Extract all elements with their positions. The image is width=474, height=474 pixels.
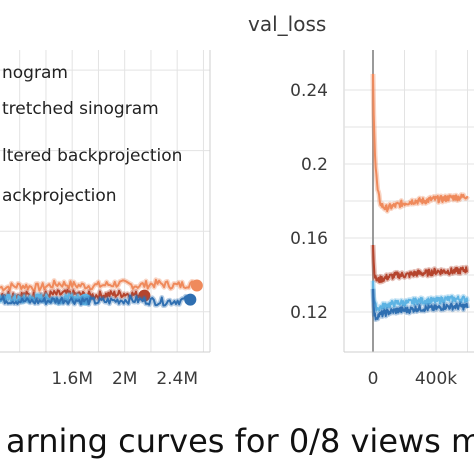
- right-y-ticks: 0.12 0.16 0.2 0.24: [290, 81, 328, 323]
- left-x-ticks: 1.6M 2M 2.4M: [51, 369, 198, 389]
- left-legend: nogram tretched sinogram ltered backproj…: [2, 63, 182, 206]
- right-chart-title: val_loss: [248, 12, 326, 36]
- left-x-tick-label: 2.4M: [156, 369, 198, 389]
- left-x-tick-label: 2M: [112, 369, 137, 389]
- right-x-ticks: 0 400k: [368, 369, 458, 389]
- right-y-tick-label: 0.12: [290, 303, 328, 323]
- left-series-group: [0, 277, 203, 308]
- left-grid: [0, 50, 211, 353]
- series-end-marker-backprojection: [184, 293, 197, 306]
- series-line-stretched: [372, 244, 469, 284]
- left-chart: 1.6M 2M 2.4M nogram tretched sinogram lter…: [0, 50, 211, 389]
- series-band-sinogram: [370, 73, 470, 214]
- series-line-backprojection: [372, 288, 469, 321]
- legend-entry-stretched-sinogram: tretched sinogram: [2, 99, 159, 119]
- series-end-marker-sinogram: [190, 279, 203, 292]
- series-line-sinogram: [0, 278, 198, 292]
- right-y-tick-label: 0.16: [290, 229, 328, 249]
- left-x-tick-label: 1.6M: [51, 369, 93, 389]
- series-line-backprojection: [0, 294, 192, 307]
- series-line-sinogram: [372, 73, 469, 213]
- right-x-tick-label: 400k: [415, 369, 457, 389]
- legend-entry-sinogram: nogram: [2, 63, 68, 83]
- right-y-tick-label: 0.24: [290, 81, 328, 101]
- right-series-group: [370, 73, 470, 322]
- legend-entry-filtered-backprojection: ltered backprojection: [2, 146, 182, 166]
- figure-caption: arning curves for 0/8 views m: [6, 422, 474, 460]
- series-line-filtered: [372, 280, 469, 312]
- right-y-tick-label: 0.2: [301, 155, 328, 175]
- right-x-tick-label: 0: [368, 369, 379, 389]
- right-chart: val_loss 0.12 0.16 0.2 0.24 0 400k: [248, 12, 474, 389]
- legend-entry-backprojection: ackprojection: [2, 186, 117, 206]
